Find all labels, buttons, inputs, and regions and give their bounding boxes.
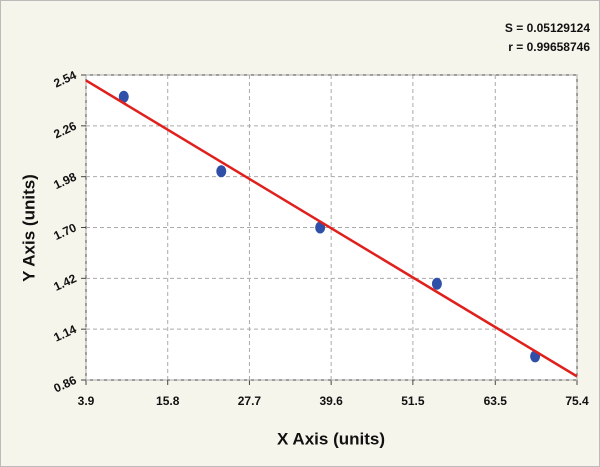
data-point [431,277,442,290]
x-tick-label: 3.9 [78,394,95,408]
annotation: S = 0.05129124 [505,21,590,35]
data-point [118,90,129,103]
x-tick-label: 39.6 [319,394,343,408]
data-point [216,165,227,178]
x-tick-label: 63.5 [484,394,508,408]
x-tick-label: 27.7 [238,394,262,408]
x-tick-label: 51.5 [401,394,425,408]
y-axis-title: Y Axis (units) [19,174,38,282]
x-tick-label: 75.4 [565,394,589,408]
annotation: r = 0.99658746 [508,40,590,54]
x-tick-label: 15.8 [156,394,180,408]
x-axis-title: X Axis (units) [277,429,385,448]
fit-line [85,79,578,378]
